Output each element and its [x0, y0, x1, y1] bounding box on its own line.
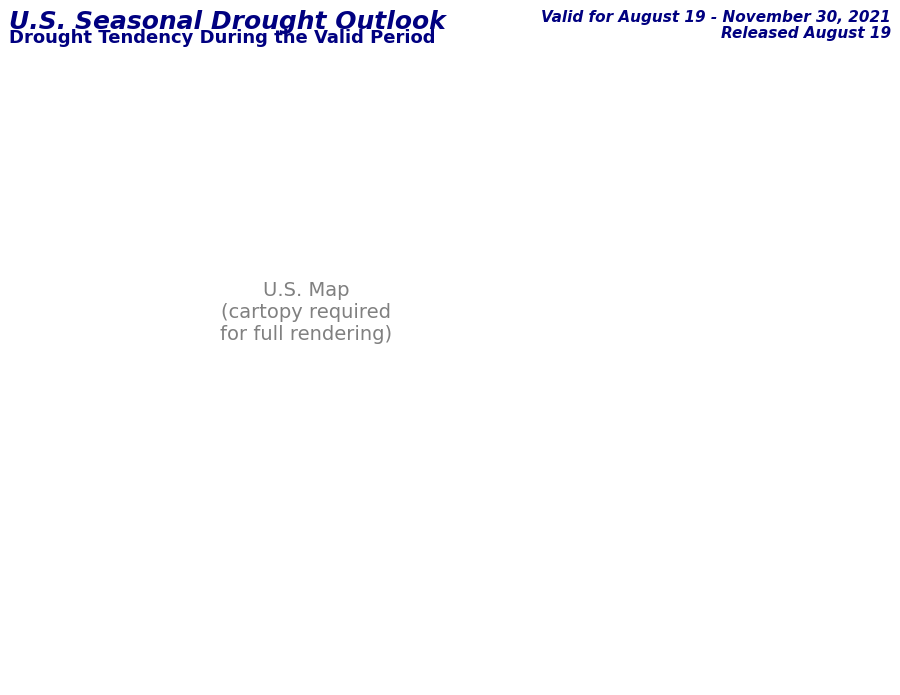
Text: U.S. Map
(cartopy required
for full rendering): U.S. Map (cartopy required for full rend… — [220, 281, 392, 344]
Text: Released August 19: Released August 19 — [721, 26, 891, 42]
Text: Drought Tendency During the Valid Period: Drought Tendency During the Valid Period — [9, 29, 436, 47]
Text: U.S. Seasonal Drought Outlook: U.S. Seasonal Drought Outlook — [9, 10, 446, 35]
Text: Valid for August 19 - November 30, 2021: Valid for August 19 - November 30, 2021 — [541, 10, 891, 26]
